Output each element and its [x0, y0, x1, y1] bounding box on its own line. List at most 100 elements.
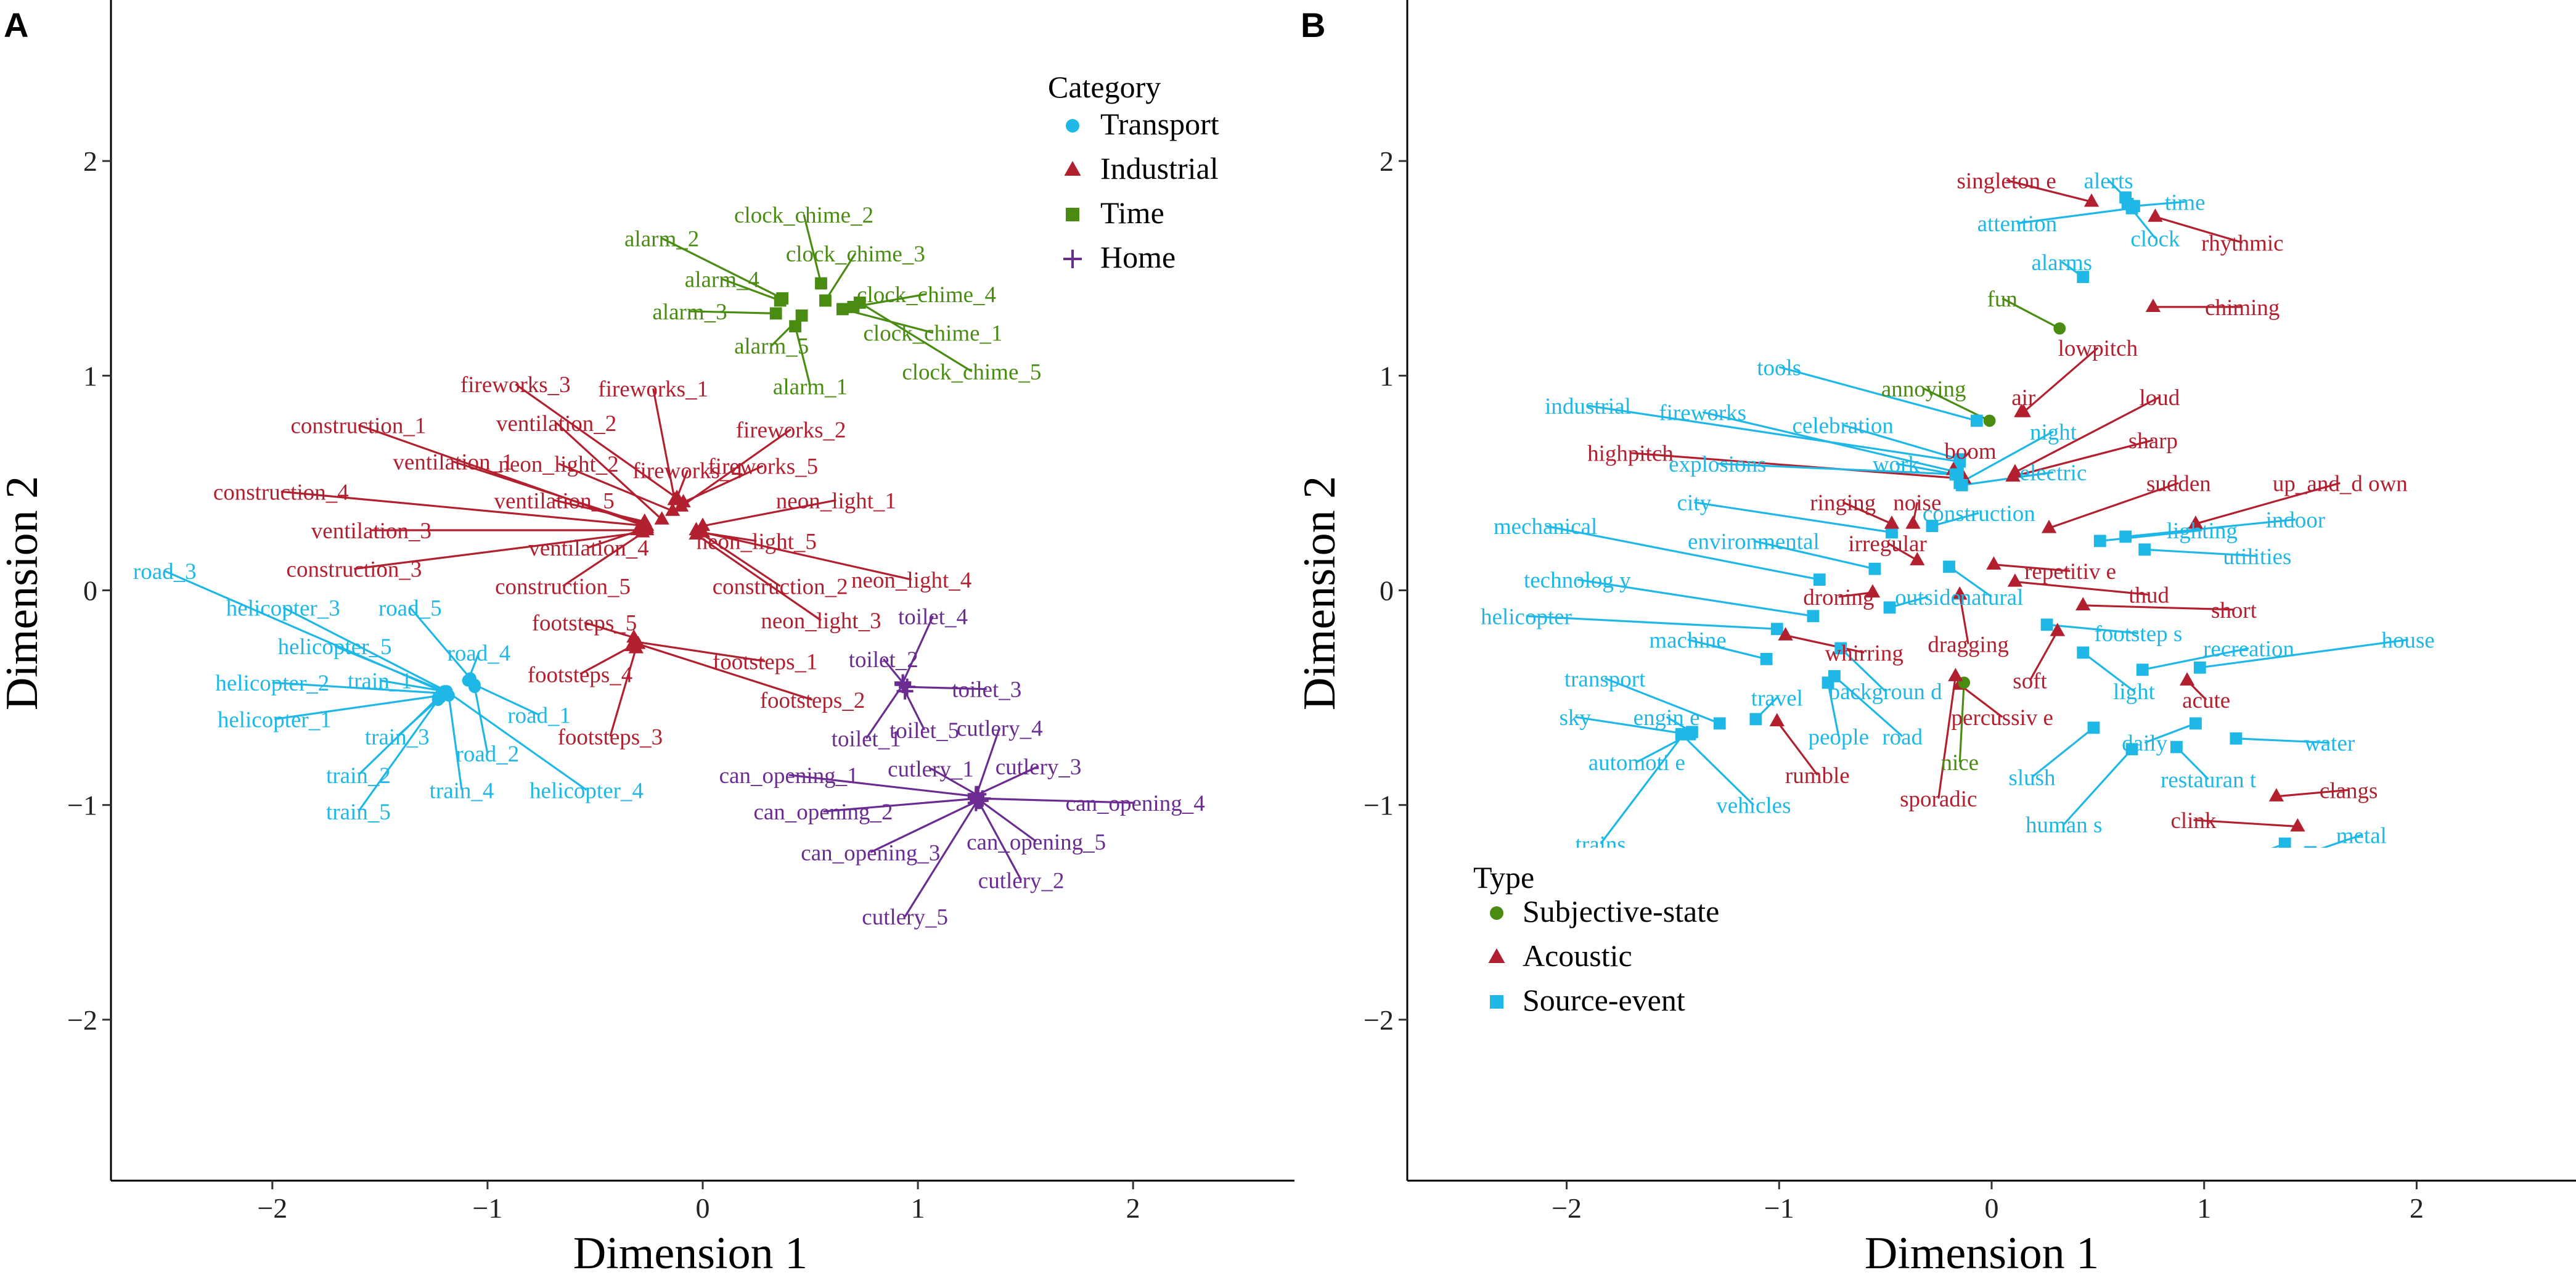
point-chiming	[2145, 298, 2161, 312]
point-clock-chime-3	[819, 294, 832, 307]
leader-line-highpitch	[1630, 452, 1965, 480]
legend-key-acoustic	[1488, 948, 1505, 963]
leader-line-construction-3	[354, 531, 643, 570]
point-water	[2230, 732, 2243, 745]
point-label-neon-light-1: neon_light_1	[776, 488, 896, 514]
point-outside	[1883, 601, 1896, 614]
leader-line-lowpitch	[2022, 346, 2099, 413]
x-tick-label: 1	[2197, 1192, 2211, 1224]
leader-line-slush	[2031, 727, 2095, 778]
point-label-environmental: environmental	[1688, 529, 1820, 554]
point-helicopter	[1770, 623, 1783, 636]
leader-line-cutlery-5	[904, 802, 977, 917]
x-tick-label: −1	[1764, 1192, 1794, 1224]
point-restauran-t	[2170, 740, 2183, 753]
leader-line-toilet-2	[882, 658, 904, 684]
leader-line-toilet-3	[907, 686, 987, 691]
legend-key-home	[1063, 250, 1082, 268]
leader-line-road	[1833, 675, 1903, 737]
point-label-celebration: celebration	[1793, 413, 1894, 438]
leader-line-toilet-4	[902, 615, 934, 683]
point-work	[1949, 468, 1962, 481]
leader-line-rumble	[1776, 720, 1818, 776]
leader-line-environmental	[1753, 539, 1875, 570]
point-label-alarm-2: alarm_2	[624, 226, 699, 252]
leader-line-alarm-3	[690, 310, 776, 314]
leader-line-road-2	[473, 686, 489, 754]
point-label-sporadic: sporadic	[1900, 787, 1977, 812]
leader-line-sky	[1575, 716, 1688, 736]
leader-line-road-1	[474, 684, 540, 716]
leader-line-clock-chime-5	[859, 301, 973, 372]
point-label-transport: transport	[1564, 666, 1646, 692]
point-clangs	[2268, 788, 2284, 801]
point-alarms	[2077, 271, 2090, 284]
leader-line-house	[2199, 638, 2408, 669]
point-label-alarm-3: alarm_3	[652, 300, 727, 325]
point-label-train-2: train_2	[326, 763, 391, 789]
leader-line-footsteps-3	[609, 648, 637, 737]
legend-key-time	[1066, 208, 1079, 221]
x-tick-label: 0	[1985, 1192, 1999, 1224]
leader-line-can-opening-1	[788, 774, 976, 798]
point-label-footstep-s: footstep s	[2094, 621, 2182, 647]
leader-line-can-opening-3	[870, 800, 979, 853]
point-cutlery-2	[970, 792, 987, 810]
point-helicopter-4	[440, 685, 453, 698]
point-label-acute: acute	[2182, 688, 2230, 713]
point-label-explosions: explosions	[1669, 452, 1766, 477]
leader-line-short	[2083, 604, 2235, 611]
point-label-train-4: train_4	[430, 778, 494, 803]
leader-line-technolog-y	[1577, 578, 1813, 617]
point-label-can-opening-3: can_opening_3	[801, 840, 940, 866]
leader-line-repetitiv-e	[1993, 564, 2071, 572]
leader-line-soft	[2029, 630, 2059, 681]
leader-line-alarm-1	[794, 326, 812, 387]
point-label-kitchen: kitchen	[2217, 845, 2284, 870]
leader-line-sharp	[2013, 439, 2154, 478]
point-kitchen	[2278, 837, 2291, 848]
point-label-cutlery-4: cutlery_4	[957, 716, 1043, 741]
point-label-lowpitch: lowpitch	[2058, 336, 2138, 361]
point-label-train-3: train_3	[365, 724, 430, 750]
panel-a-axes: −2 −1 0 1 2 −2 −1 0 1 2	[67, 0, 1294, 1224]
point-clock-chime-2	[815, 277, 827, 290]
point-label-percussiv-e: percussiv e	[1952, 705, 2053, 731]
leader-line-can-opening-5	[979, 800, 1037, 843]
point-label-technolog-y: technolog y	[1524, 568, 1631, 593]
panel-a-legend-title: Category	[1048, 70, 1161, 104]
point-city	[1886, 526, 1898, 539]
point-indoor	[2119, 530, 2132, 543]
point-label-daily: daily	[2122, 731, 2167, 756]
point-label-road-4: road_4	[448, 641, 511, 666]
point-label-irregular: irregular	[1848, 531, 1926, 557]
leader-line-fun	[2002, 297, 2061, 330]
leader-line-can-opening-4	[982, 797, 1135, 804]
point-light	[2077, 646, 2090, 659]
point-construction	[1926, 520, 1939, 532]
leader-line-night	[1959, 430, 2054, 484]
leader-line-sporadic	[1937, 676, 1957, 799]
point-neon-light-3	[689, 526, 704, 540]
point-label-singleton-e: singleton e	[1957, 168, 2056, 194]
point-label-neon-light-5: neon_light_5	[697, 529, 817, 554]
point-label-ventilation-1: ventilation_1	[393, 450, 513, 475]
point-label-train-5: train_5	[326, 800, 391, 825]
point-electric	[1955, 478, 1968, 491]
point-sudden	[2041, 520, 2057, 533]
point-label-clangs: clangs	[2320, 778, 2378, 803]
leader-line-footstep-s	[2046, 623, 2139, 634]
point-dragging	[1952, 586, 1968, 600]
point-label-cutlery-3: cutlery_3	[996, 755, 1082, 780]
panel-a-points	[431, 277, 991, 811]
point-label-tools: tools	[1757, 355, 1801, 380]
leader-line-neon-light-4	[702, 531, 912, 581]
leader-line-fireworks-1	[652, 388, 676, 501]
point-label-toilet-1: toilet_1	[832, 727, 901, 752]
point-rhythmic	[2148, 208, 2163, 222]
leader-line-light	[2082, 652, 2135, 692]
point-label-whirring: whirring	[1825, 641, 1903, 666]
point-alarm-5	[795, 309, 808, 322]
